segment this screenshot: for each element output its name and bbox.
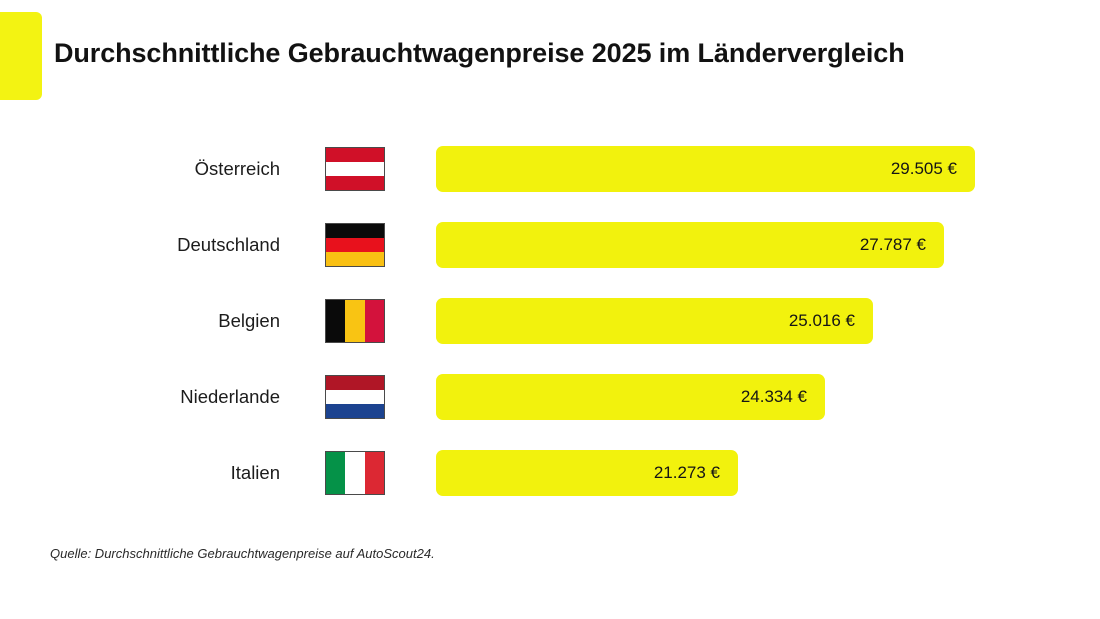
bar-track: 21.273 € [436, 450, 1100, 496]
title-accent-block [0, 12, 42, 100]
country-label-belgium: Belgien [218, 310, 280, 331]
bar-value-germany: 27.787 € [859, 235, 926, 254]
flag-netherlands-icon [325, 375, 385, 419]
flag-stripe [326, 390, 384, 404]
country-label-italy: Italien [230, 462, 280, 483]
bar-value-netherlands: 24.334 € [740, 387, 807, 406]
flag-stripe [326, 224, 384, 238]
bar-track: 29.505 € [436, 146, 1100, 192]
flag-italy-icon [325, 451, 385, 495]
flag-stripe [326, 404, 384, 418]
page-title: Durchschnittliche Gebrauchtwagenpreise 2… [54, 38, 905, 68]
flag-stripe [326, 376, 384, 390]
flag-stripe [364, 300, 384, 342]
flag-stripe [326, 162, 384, 176]
flag-belgium-icon [325, 299, 385, 343]
source-note: Quelle: Durchschnittliche Gebrauchtwagen… [50, 546, 435, 561]
bar-value-austria: 29.505 € [890, 159, 957, 178]
bar-chart: Österreich 29.505 € Deutschland 27.787 €… [0, 131, 1100, 511]
flag-stripe [326, 148, 384, 162]
country-label-netherlands: Niederlande [180, 386, 280, 407]
bar-germany: 27.787 € [436, 222, 944, 268]
flag-austria-icon [325, 147, 385, 191]
flag-stripe [326, 452, 346, 494]
bar-italy: 21.273 € [436, 450, 738, 496]
flag-stripe [326, 176, 384, 190]
flag-stripe [364, 452, 384, 494]
country-label-germany: Deutschland [177, 234, 280, 255]
bar-track: 27.787 € [436, 222, 1100, 268]
flag-stripe [345, 300, 365, 342]
flag-stripe [326, 238, 384, 252]
chart-row-netherlands: Niederlande 24.334 € [0, 359, 1100, 435]
country-label-austria: Österreich [194, 158, 280, 179]
bar-track: 25.016 € [436, 298, 1100, 344]
chart-row-austria: Österreich 29.505 € [0, 131, 1100, 207]
bar-austria: 29.505 € [436, 146, 975, 192]
bar-value-belgium: 25.016 € [788, 311, 855, 330]
flag-germany-icon [325, 223, 385, 267]
chart-row-germany: Deutschland 27.787 € [0, 207, 1100, 283]
flag-stripe [345, 452, 365, 494]
chart-row-belgium: Belgien 25.016 € [0, 283, 1100, 359]
bar-netherlands: 24.334 € [436, 374, 825, 420]
bar-belgium: 25.016 € [436, 298, 873, 344]
chart-row-italy: Italien 21.273 € [0, 435, 1100, 511]
bar-value-italy: 21.273 € [653, 463, 720, 482]
bar-track: 24.334 € [436, 374, 1100, 420]
flag-stripe [326, 300, 346, 342]
flag-stripe [326, 252, 384, 266]
